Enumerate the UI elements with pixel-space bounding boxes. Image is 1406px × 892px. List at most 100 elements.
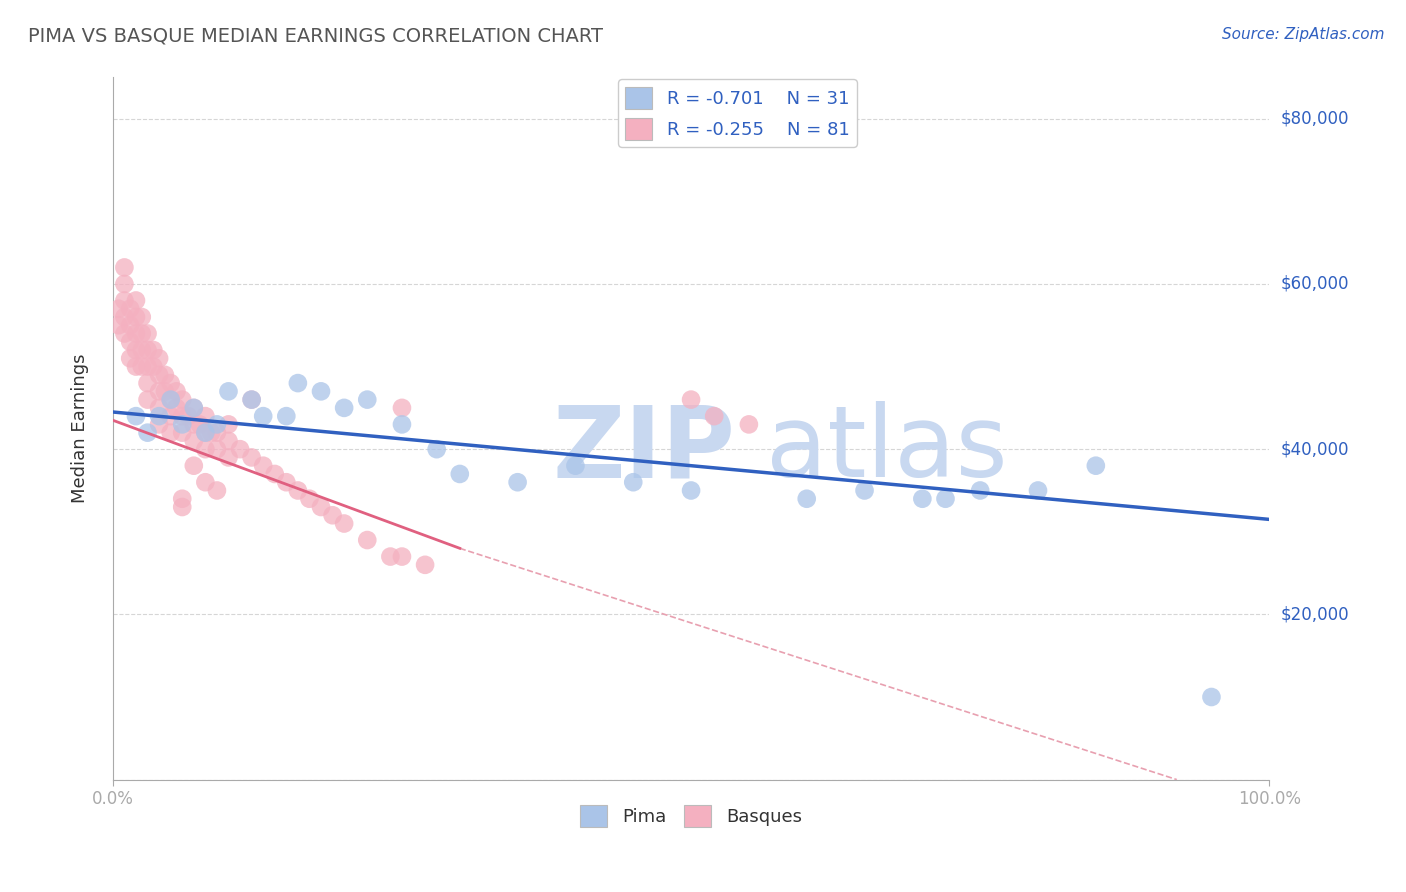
Text: ZIP: ZIP [553,401,735,498]
Point [322,508,344,523]
Point [333,516,356,531]
Point [703,409,725,424]
Point [276,475,298,490]
Point [166,401,188,415]
Point [240,392,263,407]
Point [564,458,586,473]
Point [188,417,211,432]
Point [205,442,228,457]
Point [240,450,263,465]
Point [276,409,298,424]
Text: $20,000: $20,000 [1281,606,1350,624]
Legend: Pima, Basques: Pima, Basques [574,797,808,834]
Point [159,392,181,407]
Point [969,483,991,498]
Point [120,351,142,366]
Point [112,310,135,324]
Point [142,359,165,374]
Point [183,434,205,448]
Point [391,549,413,564]
Point [107,301,129,316]
Point [159,376,181,390]
Point [1084,458,1107,473]
Point [391,417,413,432]
Point [148,401,170,415]
Point [218,384,240,399]
Point [934,491,956,506]
Point [183,458,205,473]
Point [205,425,228,440]
Point [194,409,217,424]
Point [112,277,135,291]
Point [380,549,402,564]
Point [172,417,194,432]
Point [194,425,217,440]
Point [356,392,378,407]
Point [1201,690,1223,704]
Point [298,491,321,506]
Point [120,334,142,349]
Point [681,392,703,407]
Point [356,533,378,547]
Point [426,442,449,457]
Point [153,368,176,382]
Point [153,384,176,399]
Point [194,442,217,457]
Point [287,376,309,390]
Point [112,293,135,308]
Point [194,425,217,440]
Point [309,384,332,399]
Point [166,384,188,399]
Point [1026,483,1049,498]
Point [125,359,148,374]
Point [287,483,309,498]
Point [159,392,181,407]
Point [107,318,129,333]
Point [853,483,876,498]
Point [218,450,240,465]
Point [112,260,135,275]
Point [131,343,153,357]
Point [172,491,194,506]
Text: atlas: atlas [766,401,1008,498]
Point [148,409,170,424]
Point [148,351,170,366]
Point [796,491,818,506]
Point [738,417,761,432]
Text: $40,000: $40,000 [1281,440,1350,458]
Point [148,384,170,399]
Y-axis label: Median Earnings: Median Earnings [72,354,89,503]
Point [172,500,194,514]
Point [172,425,194,440]
Point [125,310,148,324]
Text: Source: ZipAtlas.com: Source: ZipAtlas.com [1222,27,1385,42]
Point [449,467,471,481]
Point [263,467,285,481]
Point [142,343,165,357]
Point [136,326,159,341]
Point [200,425,222,440]
Point [136,392,159,407]
Point [391,401,413,415]
Text: PIMA VS BASQUE MEDIAN EARNINGS CORRELATION CHART: PIMA VS BASQUE MEDIAN EARNINGS CORRELATI… [28,27,603,45]
Point [218,417,240,432]
Point [131,310,153,324]
Point [681,483,703,498]
Point [112,326,135,341]
Point [131,326,153,341]
Point [148,368,170,382]
Point [159,409,181,424]
Point [309,500,332,514]
Point [159,425,181,440]
Point [240,392,263,407]
Point [621,475,644,490]
Point [172,392,194,407]
Point [172,409,194,424]
Point [205,483,228,498]
Point [413,558,436,572]
Point [136,343,159,357]
Point [136,376,159,390]
Point [136,425,159,440]
Point [183,401,205,415]
Point [183,417,205,432]
